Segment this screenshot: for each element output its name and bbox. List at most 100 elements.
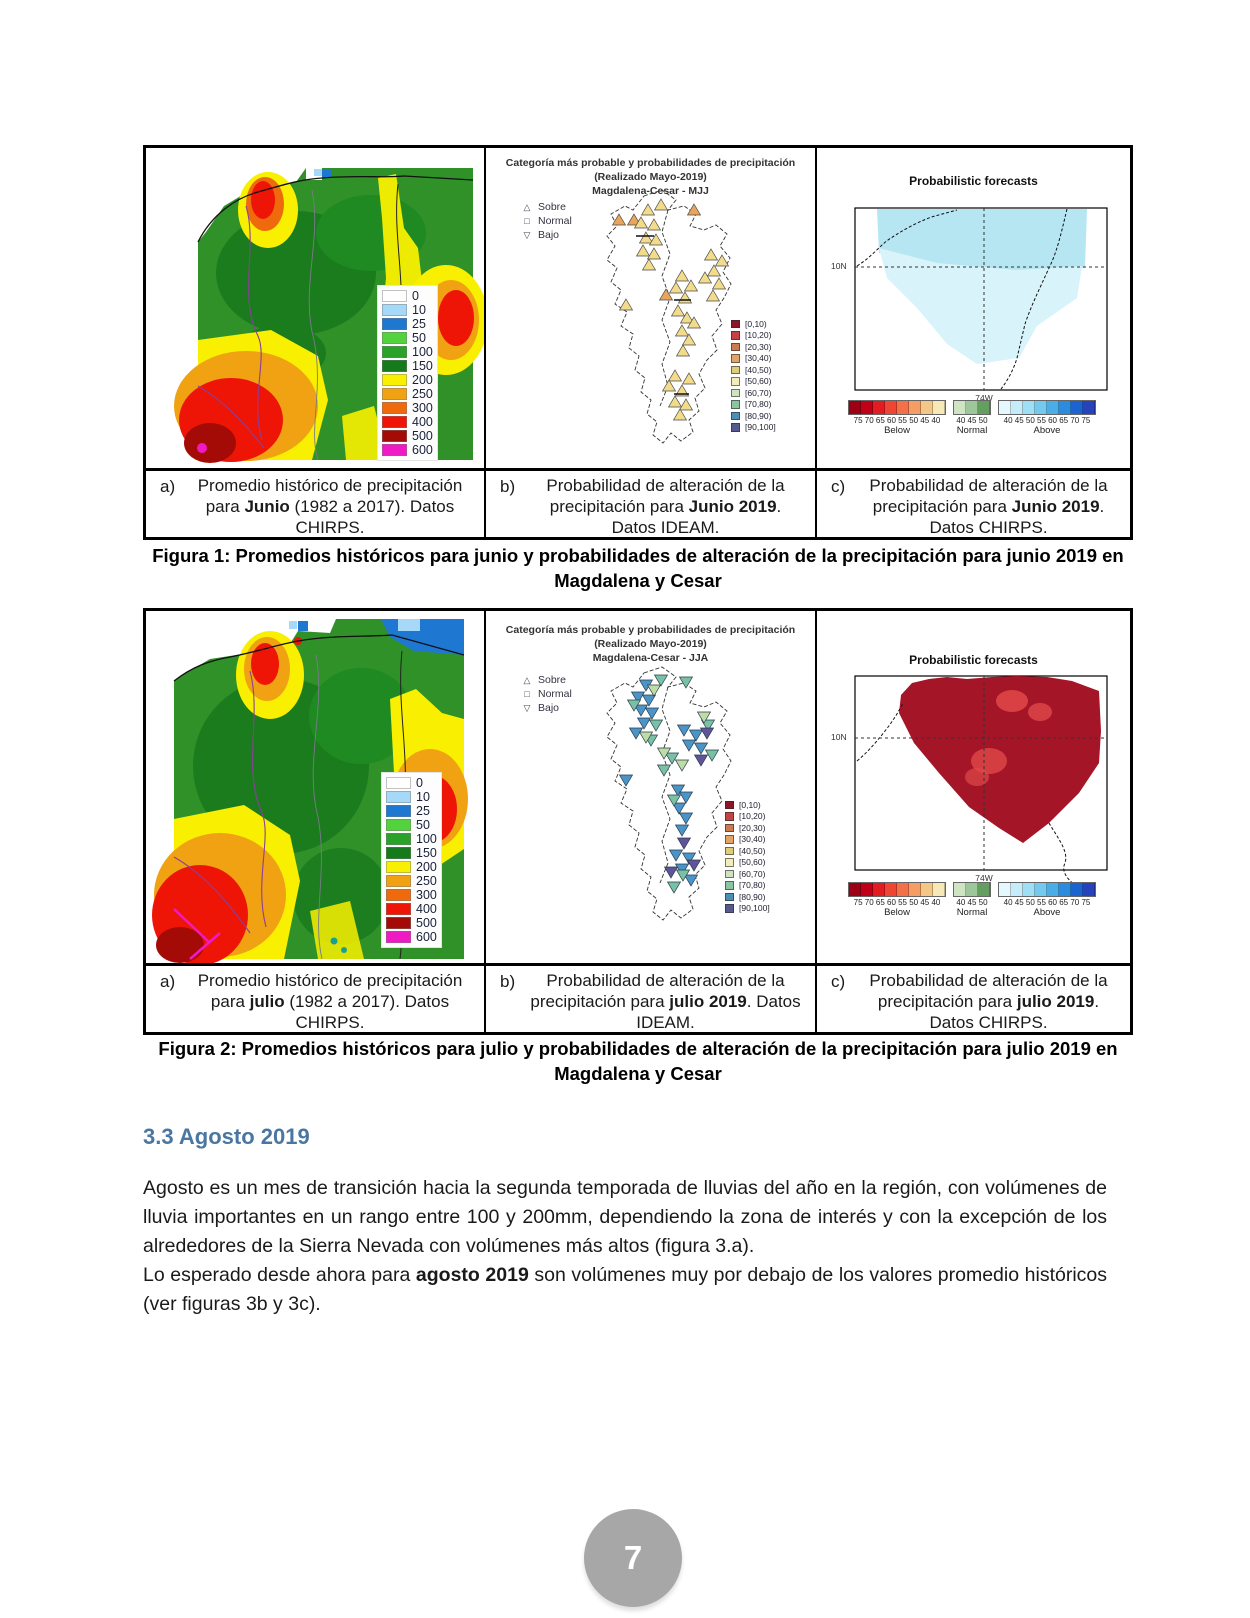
legend-value: 50 bbox=[412, 331, 426, 345]
legend-swatch bbox=[725, 823, 734, 832]
marker-symbol-icon: ▽ bbox=[523, 229, 531, 240]
colorbar-cell bbox=[873, 401, 885, 414]
legend-value: [0,10) bbox=[745, 318, 767, 329]
figure1-table: 0 10 25 50 100 150 200 250 300 400 500 600 bbox=[143, 145, 1133, 540]
marker-symbol-icon: △ bbox=[523, 674, 531, 685]
panel-b-title-line1: Categoría más probable y probabilidades … bbox=[505, 157, 796, 169]
legend-row: 150 bbox=[382, 359, 433, 373]
colorbar-below-label: Below bbox=[884, 907, 910, 918]
figure2-panel-b: Categoría más probable y probabilidades … bbox=[484, 611, 815, 963]
colorbar-cell bbox=[1035, 401, 1047, 414]
caption-pre: Probabilidad de alteración de la precipi… bbox=[869, 971, 1108, 1011]
legend-swatch bbox=[382, 289, 407, 303]
figcaption-line2: Magdalena y Cesar bbox=[554, 570, 722, 591]
legend-value: 150 bbox=[416, 846, 437, 860]
figure1-caption-b: b) Probabilidad de alteración de la prec… bbox=[484, 471, 815, 537]
legend-swatch bbox=[386, 790, 411, 804]
figure2-panel-c-title: Probabilistic forecasts bbox=[909, 653, 1038, 667]
paragraph-pre: Lo esperado desde ahora para bbox=[143, 1264, 416, 1286]
marker-label: Bajo bbox=[538, 702, 560, 714]
colorbar-above-cells bbox=[999, 883, 1095, 896]
body-paragraph-2: Lo esperado desde ahora para agosto 2019… bbox=[143, 1261, 1107, 1319]
legend-swatch bbox=[731, 388, 740, 397]
colorbar-cell bbox=[978, 883, 990, 896]
figure2-table: 0 10 25 50 100 150 200 250 300 400 500 600 bbox=[143, 608, 1133, 1035]
legend-value: 100 bbox=[416, 832, 437, 846]
legend-row: [40,50) bbox=[725, 845, 770, 857]
legend-row: 200 bbox=[386, 860, 437, 874]
colorbar-cell bbox=[1083, 401, 1095, 414]
legend-row: [50,60) bbox=[731, 376, 776, 388]
legend-swatch bbox=[382, 387, 407, 401]
caption-bold: julio 2019 bbox=[669, 992, 747, 1011]
legend-swatch bbox=[725, 881, 734, 890]
legend-value: 200 bbox=[412, 373, 433, 387]
colorbar-cell bbox=[897, 401, 909, 414]
caption-label: a) bbox=[160, 972, 176, 991]
marker-legend-row: △ Sobre bbox=[522, 200, 572, 214]
legend-row: 25 bbox=[382, 317, 433, 331]
legend-value: [70,80) bbox=[739, 880, 766, 891]
marker-symbol-icon: □ bbox=[524, 689, 530, 699]
colorbar-normal-label: Normal bbox=[956, 425, 988, 436]
figure2-caption-b: b) Probabilidad de alteración de la prec… bbox=[484, 966, 815, 1032]
probability-category-legend: [0,10) [10,20) [20,30) [30,40) [40,50) [50,60… bbox=[725, 799, 770, 914]
marker-legend-row: □ Normal bbox=[522, 687, 572, 701]
legend-row: [80,90) bbox=[731, 410, 776, 422]
colorbar-below-label: Below bbox=[884, 425, 910, 436]
legend-value: 250 bbox=[412, 387, 433, 401]
precipitation-legend: 0 10 25 50 100 150 200 250 300 400 500 600 bbox=[382, 773, 441, 947]
section-heading: 3.3 Agosto 2019 bbox=[143, 1124, 310, 1150]
legend-row: [60,70) bbox=[725, 868, 770, 880]
legend-value: [30,40) bbox=[739, 834, 766, 845]
legend-value: [40,50) bbox=[745, 364, 772, 375]
legend-row: [30,40) bbox=[731, 353, 776, 365]
legend-row: 0 bbox=[382, 289, 433, 303]
legend-swatch bbox=[386, 888, 411, 902]
legend-value: 400 bbox=[416, 902, 437, 916]
legend-row: 200 bbox=[382, 373, 433, 387]
figcaption-line1: Figura 2: Promedios históricos para juli… bbox=[158, 1038, 1118, 1059]
longitude-label: 74W bbox=[975, 873, 993, 883]
legend-row: [60,70) bbox=[731, 387, 776, 399]
triangle-marker-legend: △ Sobre □ Normal ▽ Bajo bbox=[522, 200, 572, 242]
legend-swatch bbox=[382, 429, 407, 443]
figure1-panel-c-title: Probabilistic forecasts bbox=[909, 174, 1038, 188]
colorbar-cell bbox=[921, 401, 933, 414]
legend-row: 250 bbox=[386, 874, 437, 888]
colorbar-cell bbox=[1023, 883, 1035, 896]
colorbar-cell bbox=[966, 883, 978, 896]
colorbar-cell bbox=[1047, 401, 1059, 414]
colorbar-normal-ticks: 40 45 50 bbox=[956, 898, 988, 907]
figure1-panel-b-map bbox=[606, 189, 732, 444]
figure2-figcaption: Figura 2: Promedios históricos para juli… bbox=[143, 1036, 1133, 1086]
legend-swatch bbox=[382, 415, 407, 429]
caption-text: Probabilidad de alteración de la precipi… bbox=[486, 966, 815, 1032]
panel-b-title-line2: (Realizado Mayo-2019) bbox=[594, 638, 707, 650]
caption-pre: Probabilidad de alteración de la precipi… bbox=[869, 476, 1108, 516]
figure1-panel-c: Probabilistic forecasts 10N 74W 75 70 65… bbox=[815, 148, 1130, 468]
legend-value: [40,50) bbox=[739, 845, 766, 856]
caption-label: c) bbox=[831, 972, 846, 991]
legend-row: [0,10) bbox=[725, 799, 770, 811]
legend-value: 500 bbox=[412, 429, 433, 443]
legend-value: 25 bbox=[416, 804, 430, 818]
legend-swatch bbox=[731, 354, 740, 363]
legend-row: [80,90) bbox=[725, 891, 770, 903]
legend-value: [20,30) bbox=[745, 341, 772, 352]
figure1-panel-c-map bbox=[854, 207, 1108, 391]
legend-row: 10 bbox=[382, 303, 433, 317]
legend-swatch bbox=[382, 317, 407, 331]
legend-swatch bbox=[731, 365, 740, 374]
legend-swatch bbox=[386, 902, 411, 916]
legend-value: 150 bbox=[412, 359, 433, 373]
colorbar-above-ticks: 40 45 50 55 60 65 70 75 bbox=[1003, 898, 1091, 907]
figure1-caption-a: a) Promedio histórico de precipitación p… bbox=[146, 471, 484, 537]
colorbar-cell bbox=[978, 401, 990, 414]
panel-b-title-line2: (Realizado Mayo-2019) bbox=[594, 171, 707, 183]
colorbar-cell bbox=[873, 883, 885, 896]
legend-swatch bbox=[386, 776, 411, 790]
legend-value: 300 bbox=[412, 401, 433, 415]
legend-swatch bbox=[725, 800, 734, 809]
colorbar-above-cells bbox=[999, 401, 1095, 414]
